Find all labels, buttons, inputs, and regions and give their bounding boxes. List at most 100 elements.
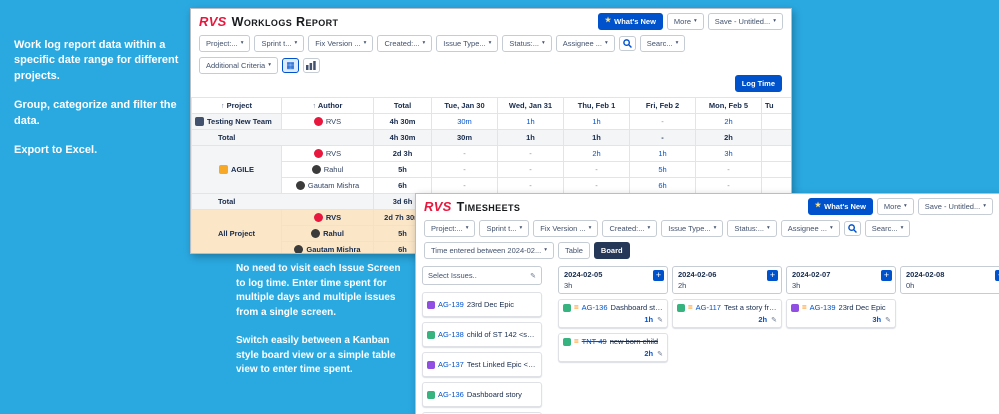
issues-column: Select Issues.. ✎ AG-139 23rd Dec Epic A… (422, 266, 542, 414)
pencil-icon[interactable]: ✎ (771, 316, 777, 324)
promo-paragraph: Switch easily between a Kanban style boa… (236, 335, 396, 375)
filter-created[interactable]: Created:... ▾ (602, 220, 658, 237)
user-avatar (294, 245, 304, 253)
filter-status[interactable]: Status:... ▾ (502, 35, 552, 52)
worklog-card[interactable]: = AG-136 Dashboard story 1h ✎ (558, 299, 668, 328)
worklog-card[interactable]: = AG-139 23rd Dec Epic 3h ✎ (786, 299, 896, 328)
board-view-button[interactable]: Board (593, 242, 630, 259)
chevron-down-icon: ▾ (422, 40, 426, 47)
filter-search-saved[interactable]: Searc... ▾ (864, 220, 911, 237)
filter-label: Issue Type... (668, 224, 711, 233)
priority-medium-icon: = (574, 303, 579, 312)
worklog-time-link[interactable]: 1h (658, 149, 667, 158)
grid-icon: ▦ (286, 60, 295, 70)
filter-label: Status:... (509, 39, 539, 48)
hours-link[interactable]: 2h (644, 349, 654, 358)
filter-assignee[interactable]: Assignee ... ▾ (555, 35, 615, 52)
pencil-icon[interactable]: ✎ (657, 350, 663, 358)
hours-link[interactable]: 3h (872, 315, 882, 324)
author-cell: Rahul (281, 225, 374, 242)
more-button[interactable]: More ▾ (876, 198, 914, 215)
filter-fix-version[interactable]: Fix Version ... ▾ (533, 220, 599, 237)
promo-paragraph: Work log report data within a specific d… (14, 39, 179, 82)
filter-fix-version[interactable]: Fix Version ... ▾ (308, 35, 374, 52)
project-avatar (195, 117, 204, 126)
issue-list-item[interactable]: AG-136 Dashboard story (422, 382, 542, 407)
column-label: Author (317, 101, 343, 110)
author-cell: Rahul (281, 161, 374, 178)
card-hours-line: 2h ✎ (563, 349, 663, 358)
date-range-label: Time entered between 2024-02... (431, 246, 542, 255)
filter-assignee[interactable]: Assignee ... ▾ (780, 220, 840, 237)
story-icon (427, 330, 435, 339)
issue-key: AG-137 (438, 360, 464, 369)
filter-search-saved[interactable]: Searc... ▾ (639, 35, 686, 52)
worklog-card[interactable]: = AG-117 Test a story from ... 2h ✎ (672, 299, 782, 328)
save-button[interactable]: Save - Untitled... ▾ (917, 198, 993, 215)
filter-label: Searc... (646, 39, 673, 48)
whats-new-label: What's New (614, 17, 656, 26)
log-time-label: Log Time (741, 79, 775, 88)
column-header-day: Wed, Jan 31 (497, 97, 564, 114)
board-view-label: Board (600, 246, 623, 255)
filter-issue-type[interactable]: Issue Type... ▾ (436, 35, 499, 52)
worklog-card[interactable]: = TNT-49 new born child 2h ✎ (558, 333, 668, 362)
day-column: 2024-02-06 2h + = AG-117 Test a story fr… (672, 266, 782, 328)
header-actions: ★ What's New More ▾ Save - Untitled... ▾ (597, 13, 783, 30)
select-issues-input[interactable]: Select Issues.. ✎ (422, 266, 542, 285)
additional-criteria-button[interactable]: Additional Criteria ▾ (199, 57, 278, 74)
worklog-time-link[interactable]: 2h (592, 149, 601, 158)
worklog-time-link[interactable]: 5h (658, 165, 667, 174)
filter-created[interactable]: Created:... ▾ (377, 35, 433, 52)
search-button[interactable] (843, 221, 861, 236)
issue-list-item[interactable]: AG-139 23rd Dec Epic (422, 292, 542, 317)
worklog-time-link[interactable]: 30m (457, 117, 472, 126)
worklog-time-link[interactable]: 3h (724, 149, 733, 158)
add-worklog-button[interactable]: + (653, 270, 664, 281)
author-name: Gautam Mishra (306, 245, 361, 254)
chart-view-button[interactable] (302, 58, 320, 73)
column-header-project[interactable]: ↑ Project (191, 97, 282, 114)
issue-list-item[interactable]: AG-138 child of ST 142 <scrip... (422, 322, 542, 347)
add-worklog-button[interactable]: + (767, 270, 778, 281)
worklog-time-link[interactable]: 2h (724, 117, 733, 126)
search-button[interactable] (618, 36, 636, 51)
issue-summary: Test Linked Epic <img ... (466, 360, 537, 369)
add-worklog-button[interactable]: + (881, 270, 892, 281)
pencil-icon[interactable]: ✎ (657, 316, 663, 324)
chevron-down-icon: ▾ (542, 40, 545, 47)
whats-new-button[interactable]: ★ What's New (807, 198, 873, 215)
hours-link[interactable]: 1h (644, 315, 654, 324)
filter-status[interactable]: Status:... ▾ (727, 220, 777, 237)
whats-new-button[interactable]: ★ What's New (597, 13, 663, 30)
column-header-author[interactable]: ↑ Author (281, 97, 374, 114)
filter-project[interactable]: Project:... ▾ (424, 220, 476, 237)
pencil-icon: ✎ (530, 272, 536, 280)
filter-issue-type[interactable]: Issue Type... ▾ (661, 220, 724, 237)
sort-arrow-icon: ↑ (220, 103, 225, 110)
table-view-button[interactable]: ▦ (281, 58, 299, 73)
user-avatar (295, 181, 305, 190)
table-row: Rahul 5h - - - 5h - (192, 161, 791, 178)
chevron-down-icon: ▾ (694, 18, 697, 25)
worklog-time-link[interactable]: 1h (526, 117, 535, 126)
worklog-time-link[interactable]: 6h (658, 181, 667, 190)
issue-list-item[interactable]: AG-135 new task (422, 412, 542, 414)
worklog-time-link[interactable]: 1h (592, 117, 601, 126)
pencil-icon[interactable]: ✎ (885, 316, 891, 324)
more-button[interactable]: More ▾ (666, 13, 704, 30)
filter-project[interactable]: Project:... ▾ (199, 35, 251, 52)
add-worklog-button[interactable]: + (995, 270, 999, 281)
save-button[interactable]: Save - Untitled... ▾ (707, 13, 783, 30)
filter-sprint[interactable]: Sprint t... ▾ (479, 220, 530, 237)
filter-sprint[interactable]: Sprint t... ▾ (254, 35, 305, 52)
filter-label: Fix Version ... (315, 39, 361, 48)
filter-label: Created:... (609, 224, 645, 233)
issue-list-item[interactable]: AG-137 Test Linked Epic <img ... (422, 352, 542, 377)
hours-link[interactable]: 2h (758, 315, 768, 324)
log-time-button[interactable]: Log Time (734, 75, 782, 92)
rvs-avatar (313, 117, 323, 126)
date-range-filter[interactable]: Time entered between 2024-02... ▾ (424, 242, 554, 259)
table-view-button[interactable]: Table (557, 242, 590, 259)
table-row: Testing New Team RVS 4h 30m 30m 1h 1h - … (191, 113, 791, 130)
